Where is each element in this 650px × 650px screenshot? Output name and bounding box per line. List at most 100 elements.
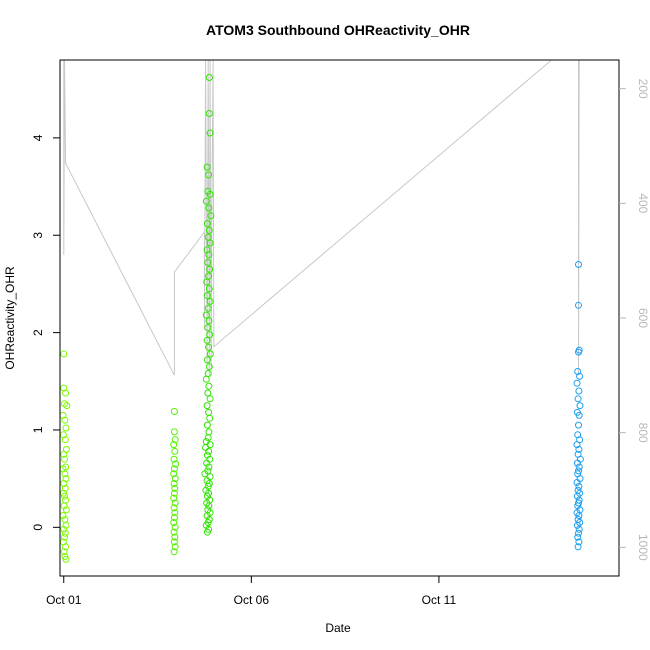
point-s0-3 bbox=[61, 400, 68, 408]
point-s2-47 bbox=[205, 447, 213, 455]
point-s2-50 bbox=[203, 459, 211, 467]
point-s0-23 bbox=[62, 506, 70, 514]
point-s0-22 bbox=[60, 502, 68, 510]
point-s0-2 bbox=[62, 389, 70, 397]
y-tick-label: 3 bbox=[31, 232, 45, 239]
point-s1-0 bbox=[170, 408, 178, 415]
point-s3-8 bbox=[574, 395, 582, 403]
right-tick-label: 400 bbox=[636, 193, 650, 213]
point-s1-4 bbox=[171, 447, 179, 455]
point-s1-17 bbox=[170, 514, 178, 522]
point-s3-16 bbox=[575, 445, 583, 453]
point-s1-21 bbox=[171, 533, 179, 541]
point-s2-60 bbox=[203, 492, 211, 500]
point-s2-38 bbox=[203, 402, 211, 410]
point-s3-1 bbox=[575, 301, 582, 309]
point-s1-5 bbox=[170, 455, 178, 463]
point-s0-27 bbox=[60, 525, 68, 533]
chart-title: ATOM3 Southbound OHReactivity_OHR bbox=[206, 22, 470, 38]
x-tick-label: Oct 01 bbox=[46, 593, 82, 607]
point-s3-21 bbox=[575, 467, 582, 475]
point-s3-28 bbox=[573, 492, 581, 500]
point-s2-71 bbox=[203, 528, 211, 536]
point-s2-35 bbox=[205, 382, 213, 390]
point-s3-30 bbox=[575, 499, 582, 507]
point-s2-28 bbox=[203, 336, 211, 344]
point-s1-14 bbox=[171, 499, 179, 507]
point-s3-40 bbox=[574, 533, 582, 541]
point-s2-15 bbox=[205, 251, 213, 259]
point-s0-26 bbox=[62, 521, 70, 529]
point-s0-9 bbox=[61, 436, 69, 444]
point-s3-37 bbox=[573, 521, 581, 529]
point-s3-9 bbox=[576, 402, 584, 410]
pressure-overlay bbox=[63, 59, 580, 376]
point-s0-29 bbox=[61, 533, 68, 541]
point-s2-17 bbox=[206, 265, 214, 273]
point-s2-63 bbox=[205, 502, 213, 510]
point-s2-26 bbox=[204, 324, 212, 332]
point-s1-3 bbox=[170, 441, 178, 449]
point-s2-16 bbox=[204, 259, 212, 266]
point-s0-7 bbox=[62, 424, 70, 432]
point-s2-9 bbox=[207, 212, 215, 220]
point-s0-11 bbox=[60, 450, 68, 458]
data-points bbox=[59, 74, 584, 563]
point-s0-1 bbox=[60, 384, 68, 392]
point-s2-2 bbox=[206, 129, 214, 137]
point-s3-34 bbox=[575, 512, 583, 520]
point-s3-24 bbox=[573, 479, 581, 486]
y-tick-label: 4 bbox=[31, 134, 45, 141]
y-tick-label: 0 bbox=[31, 524, 45, 531]
point-s3-39 bbox=[575, 529, 582, 537]
point-s1-19 bbox=[171, 523, 179, 531]
y-axis-label: OHReactivity_OHR bbox=[3, 266, 17, 370]
point-s2-67 bbox=[205, 516, 213, 523]
point-s3-41 bbox=[575, 538, 583, 546]
point-s1-20 bbox=[170, 528, 178, 536]
point-s1-15 bbox=[170, 504, 178, 512]
point-s3-5 bbox=[576, 372, 584, 380]
point-s0-20 bbox=[61, 492, 68, 500]
point-s3-6 bbox=[573, 379, 581, 387]
point-s1-1 bbox=[170, 428, 178, 436]
point-s0-21 bbox=[62, 496, 70, 504]
plot-frame bbox=[59, 59, 620, 577]
point-s3-7 bbox=[575, 387, 583, 395]
point-s2-66 bbox=[203, 512, 211, 520]
overlay-line bbox=[63, 59, 580, 376]
point-s2-24 bbox=[202, 311, 210, 319]
point-s2-19 bbox=[203, 278, 211, 286]
point-s0-31 bbox=[62, 543, 70, 551]
point-s1-2 bbox=[171, 436, 179, 444]
point-s2-20 bbox=[205, 285, 213, 293]
x-axis-label: Date bbox=[325, 621, 351, 635]
point-s2-7 bbox=[202, 197, 210, 205]
point-s2-48 bbox=[203, 451, 211, 459]
right-tick-label: 800 bbox=[636, 423, 650, 443]
point-s1-22 bbox=[170, 538, 178, 546]
x-axis: Oct 01 Oct 06 Oct 11 bbox=[46, 576, 456, 607]
point-s1-7 bbox=[170, 465, 178, 473]
point-s2-53 bbox=[201, 470, 209, 478]
right-tick-label: 600 bbox=[636, 308, 650, 328]
point-s0-6 bbox=[61, 416, 69, 424]
right-tick-label: 200 bbox=[636, 79, 650, 99]
point-s2-6 bbox=[206, 190, 214, 198]
point-s1-8 bbox=[170, 470, 178, 478]
point-s1-16 bbox=[171, 509, 179, 517]
point-s3-19 bbox=[573, 459, 581, 467]
point-s2-51 bbox=[205, 463, 213, 471]
point-s0-12 bbox=[61, 455, 68, 463]
point-s1-9 bbox=[171, 475, 179, 483]
point-s0-15 bbox=[61, 470, 69, 478]
point-s2-39 bbox=[205, 408, 213, 416]
point-s3-15 bbox=[573, 441, 581, 449]
point-s3-31 bbox=[574, 502, 582, 510]
point-s1-24 bbox=[170, 548, 178, 556]
point-s1-12 bbox=[170, 489, 178, 497]
point-s2-30 bbox=[206, 350, 214, 358]
point-s0-0 bbox=[60, 350, 68, 358]
point-s2-42 bbox=[205, 428, 213, 436]
